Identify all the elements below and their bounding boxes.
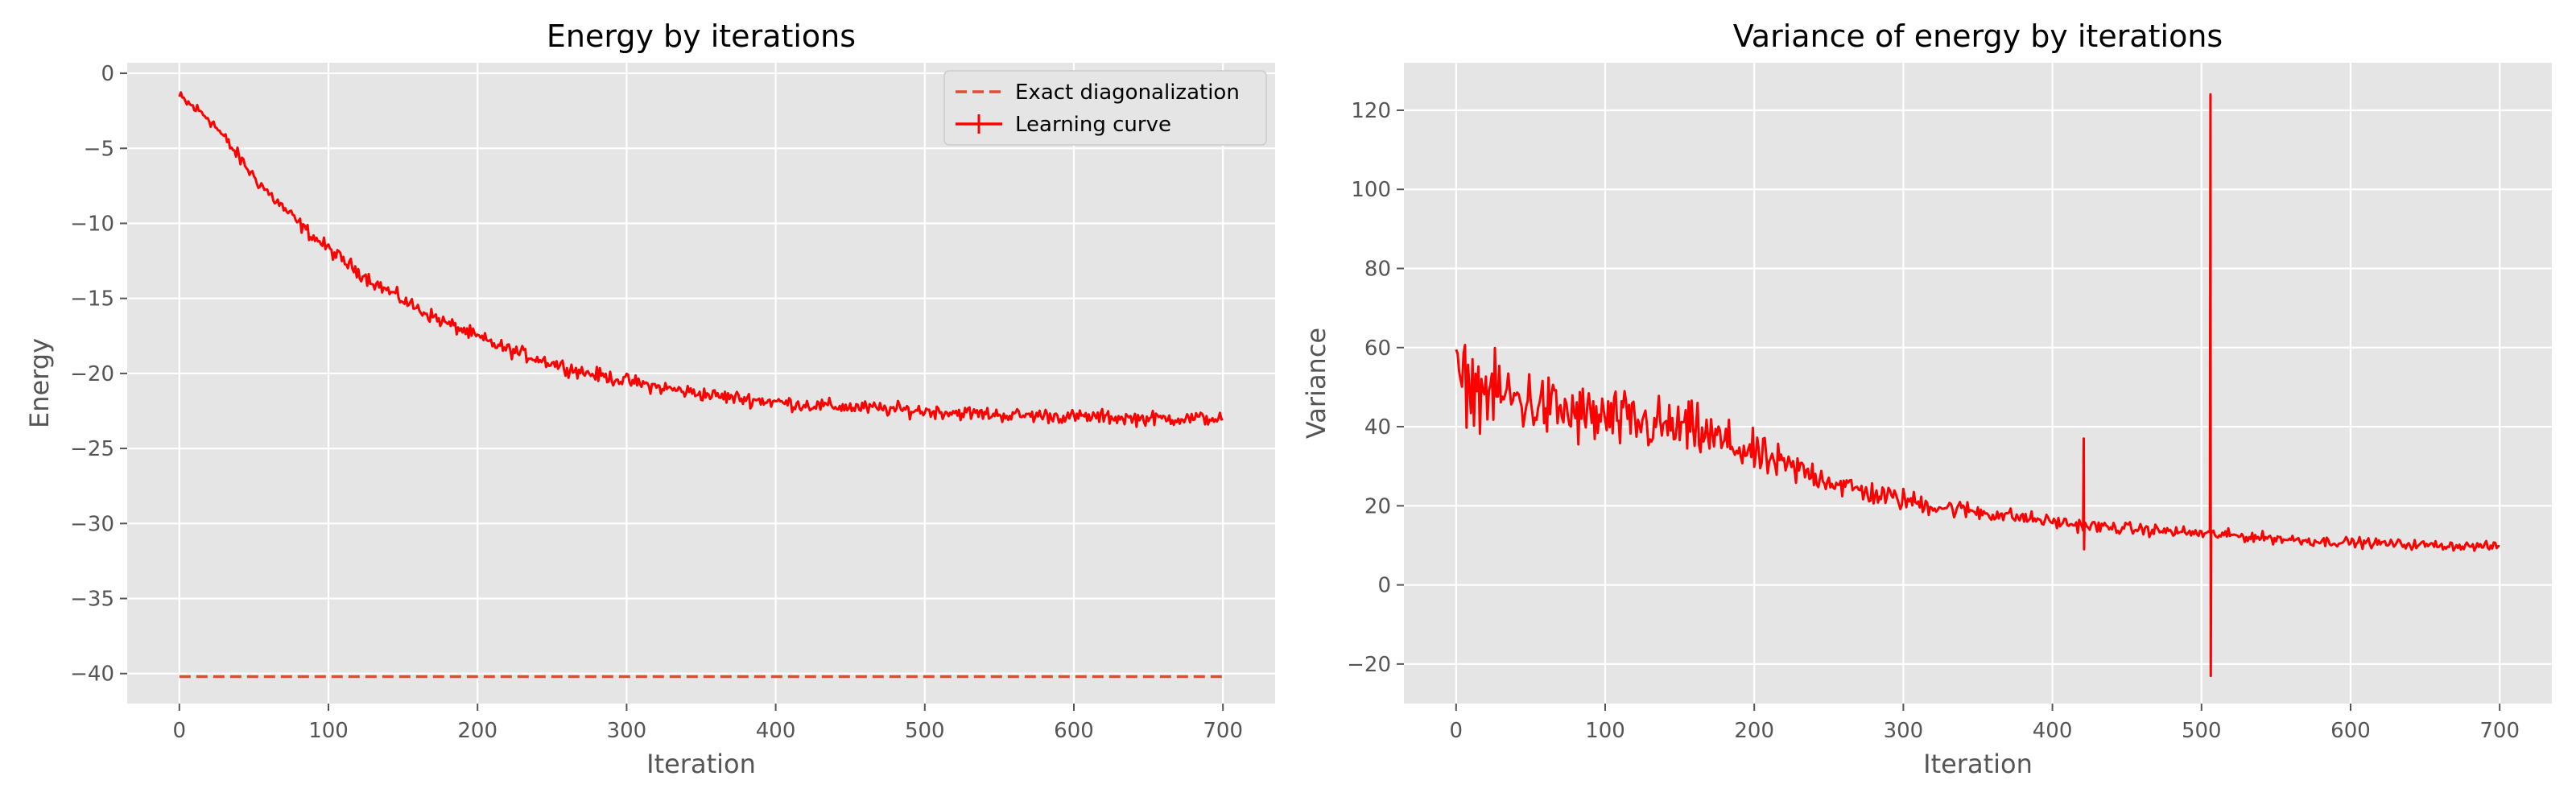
- x-tick-label: 400: [756, 719, 796, 743]
- y-tick-label: 20: [1364, 494, 1391, 518]
- y-tick-label: 60: [1364, 336, 1391, 361]
- x-tick-label: 200: [1734, 719, 1774, 743]
- legend-label: Learning curve: [1015, 113, 1171, 137]
- x-axis-label: Iteration: [646, 749, 756, 779]
- y-tick-label: 80: [1364, 258, 1391, 282]
- y-tick-label: 0: [101, 62, 114, 86]
- y-axis-label: Energy: [24, 338, 55, 428]
- x-tick-label: 500: [2182, 719, 2222, 743]
- x-tick-label: 700: [2479, 719, 2520, 743]
- y-axis-label: Variance: [1301, 328, 1331, 439]
- legend: Exact diagonalization Learning curve: [943, 70, 1267, 146]
- series-learning-curve-line: [178, 91, 1224, 428]
- y-tick-label: −10: [70, 212, 114, 236]
- x-tick-label: 500: [905, 719, 945, 743]
- plot-area: [1404, 63, 2552, 704]
- y-tick-label: 120: [1351, 99, 1391, 123]
- x-tick-label: 100: [1585, 719, 1625, 743]
- x-tick-label: 700: [1203, 719, 1243, 743]
- legend-label: Exact diagonalization: [1015, 80, 1240, 105]
- y-tick-label: 0: [1377, 574, 1391, 598]
- legend-box: [943, 70, 1267, 146]
- y-tick-label: 40: [1364, 415, 1391, 440]
- y-tick-label: −35: [70, 588, 114, 612]
- x-tick-label: 600: [2330, 719, 2371, 743]
- x-tick-label: 300: [1884, 719, 1924, 743]
- y-tick-label: −40: [70, 663, 114, 687]
- y-tick-label: −20: [1347, 653, 1391, 677]
- chart-title: Variance of energy by iterations: [1733, 19, 2223, 54]
- chart-title: Energy by iterations: [547, 19, 856, 54]
- y-tick-label: −25: [70, 437, 114, 461]
- x-axis-label: Iteration: [1923, 749, 2033, 779]
- x-tick-label: 200: [457, 719, 497, 743]
- x-tick-label: 600: [1054, 719, 1094, 743]
- x-tick-label: 0: [173, 719, 187, 743]
- x-tick-label: 400: [2033, 719, 2073, 743]
- plot-area: [127, 63, 1275, 704]
- y-tick-label: −5: [84, 137, 114, 161]
- x-tick-label: 300: [607, 719, 647, 743]
- y-tick-label: −20: [70, 362, 114, 386]
- y-tick-label: 100: [1351, 178, 1391, 202]
- y-tick-label: −15: [70, 287, 114, 312]
- series-variance-line: [1455, 93, 2500, 678]
- x-tick-label: 0: [1450, 719, 1463, 743]
- y-tick-label: −30: [70, 512, 114, 536]
- x-tick-label: 100: [308, 719, 349, 743]
- variance-chart-panel: 0 100 200 300 400 500 600 700 −20 0 20 40 60 80 100 120…: [1301, 19, 2552, 779]
- energy-chart-panel: 0 100 200 300 400 500 600 700 0 −5 −10 −15 −20 −25 −30…: [24, 19, 1275, 779]
